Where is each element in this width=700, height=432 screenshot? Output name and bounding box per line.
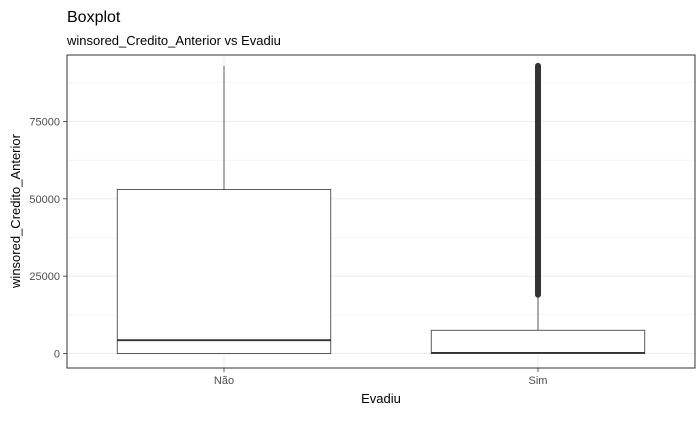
chart-title: Boxplot (67, 9, 121, 26)
plot-panel-border (66, 54, 696, 369)
plot-area: 0 25000 50000 75000 Não Sim (29, 54, 696, 387)
y-tick-label: 75000 (29, 116, 60, 128)
box-iqr (116, 189, 332, 354)
box-iqr (430, 329, 646, 354)
y-tick-label: 25000 (29, 271, 60, 283)
x-axis-title: Evadiu (361, 391, 401, 406)
x-tick-label: Não (214, 375, 234, 387)
y-tick-label: 50000 (29, 194, 60, 206)
y-axis-title: winsored_Credito_Anterior (8, 133, 23, 289)
y-tick-label: 0 (54, 348, 60, 360)
x-tick-label: Sim (529, 375, 548, 387)
chart-subtitle: winsored_Credito_Anterior vs Evadiu (66, 33, 281, 48)
